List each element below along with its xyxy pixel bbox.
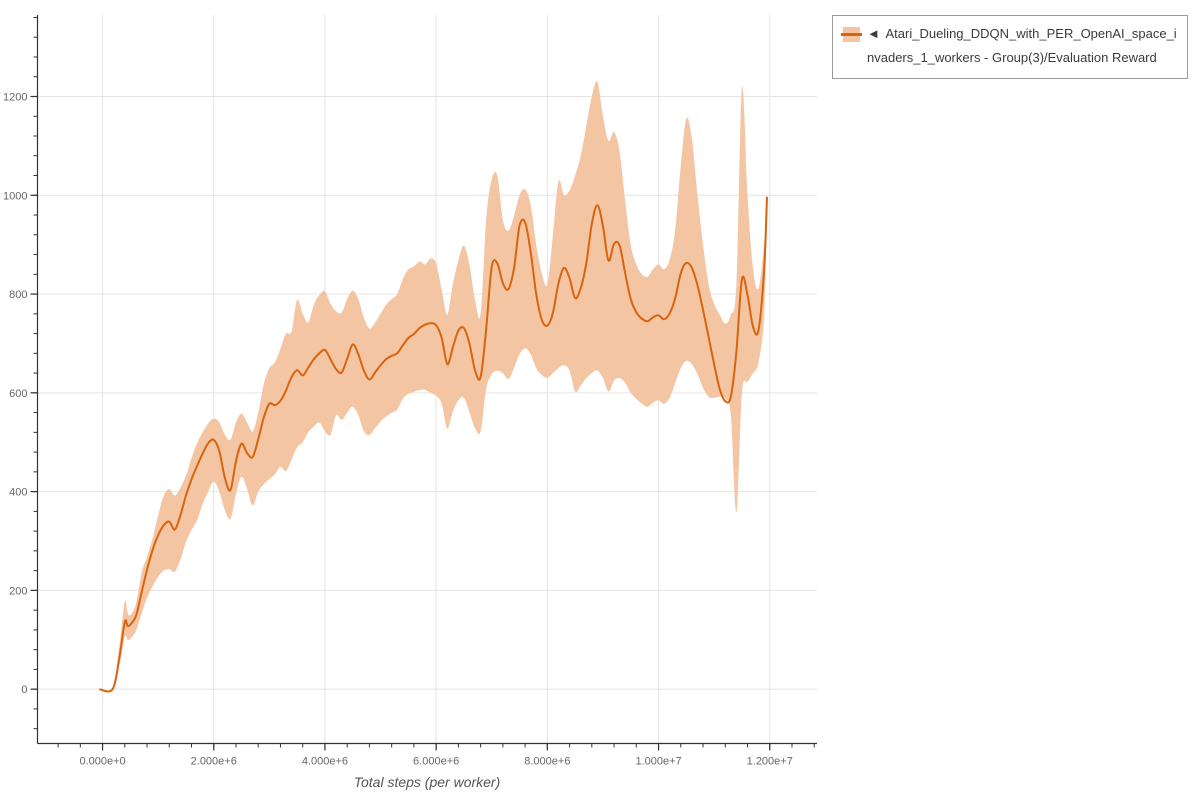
series-name: Atari_Dueling_DDQN_with_PER_OpenAI_space… [867,26,1177,65]
line-swatch [841,33,862,36]
mean-reward-line [99,196,768,693]
series-swatch-icon [841,27,862,42]
y-tick-label: 0 [21,684,27,696]
y-tick-label: 400 [9,487,27,499]
y-tick-label: 800 [9,289,27,301]
y-tick-label: 200 [9,585,27,597]
x-axis-title: Total steps (per worker) [353,774,501,790]
legend-box: ◄ Atari_Dueling_DDQN_with_PER_OpenAI_spa… [832,15,1188,79]
x-tick-label: 1.200e+7 [747,756,793,768]
y-tick-label: 1200 [3,91,27,103]
y-tick-label: 600 [9,388,27,400]
x-tick-label: 6.000e+6 [413,756,459,768]
confidence-band [99,81,767,692]
x-tick-label: 8.000e+6 [524,756,570,768]
x-tick-label: 2.000e+6 [191,756,237,768]
x-tick-label: 1.000e+7 [635,756,681,768]
collapse-triangle-icon[interactable]: ◄ [867,26,884,41]
legend-item[interactable]: ◄ Atari_Dueling_DDQN_with_PER_OpenAI_spa… [841,22,1177,70]
legend-label: ◄ Atari_Dueling_DDQN_with_PER_OpenAI_spa… [867,22,1177,70]
x-tick-label: 4.000e+6 [302,756,348,768]
x-tick-label: 0.000e+0 [79,756,125,768]
y-tick-label: 1000 [3,190,27,202]
